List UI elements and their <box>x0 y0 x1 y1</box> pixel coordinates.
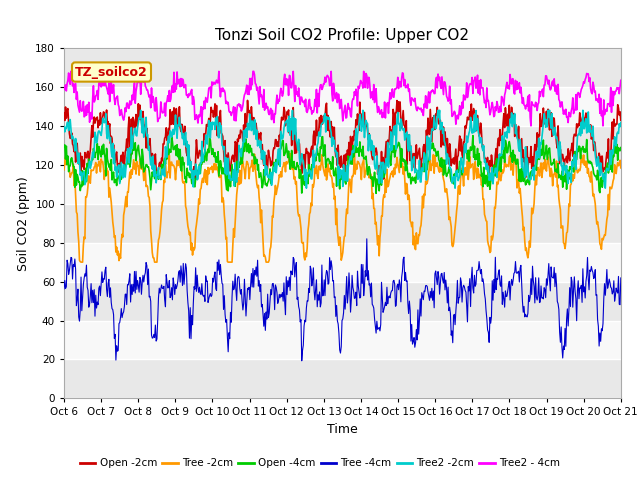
Y-axis label: Soil CO2 (ppm): Soil CO2 (ppm) <box>17 176 29 271</box>
Bar <box>64 360 621 398</box>
X-axis label: Time: Time <box>327 423 358 436</box>
Bar <box>64 204 621 243</box>
Legend: Open -2cm, Tree -2cm, Open -4cm, Tree -4cm, Tree2 -2cm, Tree2 - 4cm: Open -2cm, Tree -2cm, Open -4cm, Tree -4… <box>76 454 564 472</box>
Text: TZ_soilco2: TZ_soilco2 <box>75 66 148 79</box>
Bar <box>64 243 621 282</box>
Bar <box>64 282 621 321</box>
Bar <box>64 321 621 360</box>
Bar <box>64 126 621 165</box>
Bar <box>64 48 621 87</box>
Bar <box>64 87 621 126</box>
Bar <box>64 165 621 204</box>
Title: Tonzi Soil CO2 Profile: Upper CO2: Tonzi Soil CO2 Profile: Upper CO2 <box>216 28 469 43</box>
